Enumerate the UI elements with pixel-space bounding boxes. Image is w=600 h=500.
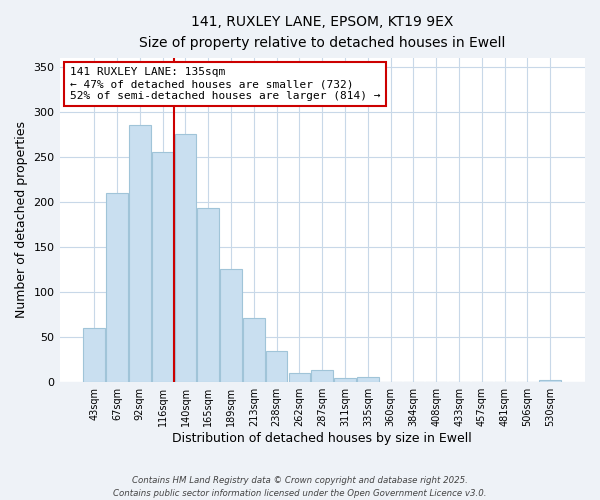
Bar <box>243 318 265 382</box>
Bar <box>266 350 287 382</box>
Bar <box>83 328 105 382</box>
Bar <box>106 193 128 382</box>
Bar <box>152 152 173 382</box>
Bar <box>289 373 310 382</box>
Title: 141, RUXLEY LANE, EPSOM, KT19 9EX
Size of property relative to detached houses i: 141, RUXLEY LANE, EPSOM, KT19 9EX Size o… <box>139 15 505 50</box>
Bar <box>175 134 196 382</box>
Bar <box>334 378 356 382</box>
Bar <box>311 370 333 382</box>
Bar <box>220 268 242 382</box>
Text: Contains HM Land Registry data © Crown copyright and database right 2025.
Contai: Contains HM Land Registry data © Crown c… <box>113 476 487 498</box>
Y-axis label: Number of detached properties: Number of detached properties <box>15 122 28 318</box>
X-axis label: Distribution of detached houses by size in Ewell: Distribution of detached houses by size … <box>172 432 472 445</box>
Bar <box>539 380 561 382</box>
Bar <box>197 208 219 382</box>
Bar <box>129 126 151 382</box>
Text: 141 RUXLEY LANE: 135sqm
← 47% of detached houses are smaller (732)
52% of semi-d: 141 RUXLEY LANE: 135sqm ← 47% of detache… <box>70 68 380 100</box>
Bar <box>357 377 379 382</box>
